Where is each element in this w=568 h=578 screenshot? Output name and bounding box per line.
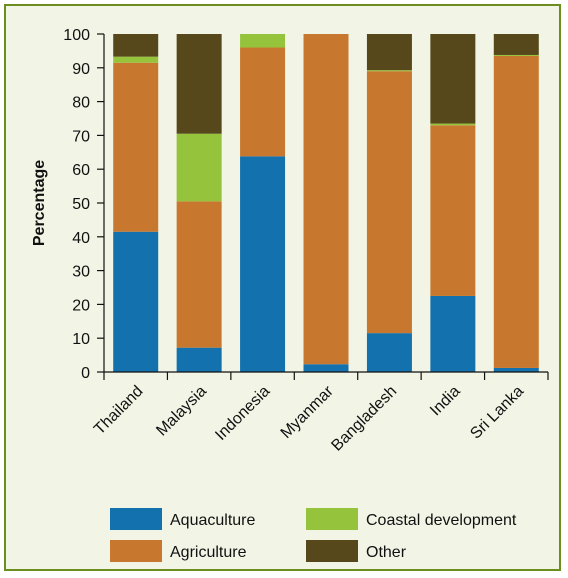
y-tick-label: 80 — [72, 95, 90, 112]
x-tick-label: India — [427, 383, 464, 420]
bar-segment-bangladesh-other — [366, 34, 412, 71]
bar-segment-bangladesh-agriculture — [366, 71, 412, 334]
y-tick-label: 30 — [72, 264, 90, 281]
bar-segment-india-agriculture — [430, 125, 476, 296]
bar-segment-sri-lanka-aquaculture — [493, 367, 539, 372]
bar-segment-malaysia-agriculture — [176, 201, 222, 348]
y-tick-label: 20 — [72, 297, 90, 314]
legend-label: Other — [366, 544, 407, 561]
bar-segment-indonesia-coastal-development — [240, 34, 286, 48]
legend-label: Aquaculture — [170, 512, 255, 529]
bar-segment-sri-lanka-agriculture — [493, 55, 539, 368]
bar-segment-thailand-coastal-development — [113, 56, 159, 63]
y-tick-label: 40 — [72, 230, 90, 247]
legend-swatch-agriculture — [110, 540, 162, 562]
legend-label: Agriculture — [170, 544, 247, 561]
bar-segment-bangladesh-aquaculture — [366, 333, 412, 372]
legend-swatch-aquaculture — [110, 508, 162, 530]
bar-segment-india-other — [430, 34, 476, 124]
x-tick-label: Malaysia — [153, 383, 210, 440]
y-tick-label: 10 — [72, 331, 90, 348]
x-tick-label: Bangladesh — [328, 383, 400, 455]
y-axis-label: Percentage — [31, 160, 48, 246]
y-tick-label: 0 — [81, 365, 90, 382]
bars-group — [113, 34, 539, 372]
x-tick-label: Myanmar — [278, 382, 338, 442]
legend-swatch-coastal-development — [306, 508, 358, 530]
bar-segment-india-aquaculture — [430, 295, 476, 372]
y-tick-label: 100 — [63, 27, 90, 44]
bar-segment-sri-lanka-other — [493, 34, 539, 55]
x-tick-label: Indonesia — [212, 383, 273, 444]
bar-segment-india-coastal-development — [430, 123, 476, 126]
bar-segment-malaysia-other — [176, 34, 222, 134]
bar-segment-myanmar-aquaculture — [303, 364, 349, 372]
y-tick-label: 70 — [72, 128, 90, 145]
bar-segment-myanmar-agriculture — [303, 34, 349, 365]
y-tick-label: 90 — [72, 61, 90, 78]
bar-segment-bangladesh-coastal-development — [366, 70, 412, 72]
bar-segment-indonesia-aquaculture — [240, 156, 286, 372]
bar-segment-malaysia-aquaculture — [176, 347, 222, 372]
legend: Aquaculture Coastal development Agricultur… — [110, 508, 517, 562]
x-tick-label: Sri Lanka — [467, 383, 527, 443]
bar-segment-thailand-aquaculture — [113, 231, 159, 372]
bar-segment-malaysia-coastal-development — [176, 133, 222, 202]
bar-segment-indonesia-agriculture — [240, 47, 286, 157]
y-tick-label: 50 — [72, 196, 90, 213]
bar-segment-sri-lanka-coastal-development — [493, 54, 539, 56]
x-tick-label: Thailand — [91, 383, 146, 438]
y-axis: 0 10 20 30 40 50 60 70 80 90 100 — [63, 27, 105, 382]
x-axis: Thailand Malaysia Indonesia MyanmarBanglade… — [91, 371, 549, 455]
legend-swatch-other — [306, 540, 358, 562]
bar-segment-thailand-agriculture — [113, 62, 159, 232]
bar-segment-thailand-other — [113, 34, 159, 57]
legend-label: Coastal development — [366, 512, 517, 529]
y-tick-label: 60 — [72, 162, 90, 179]
